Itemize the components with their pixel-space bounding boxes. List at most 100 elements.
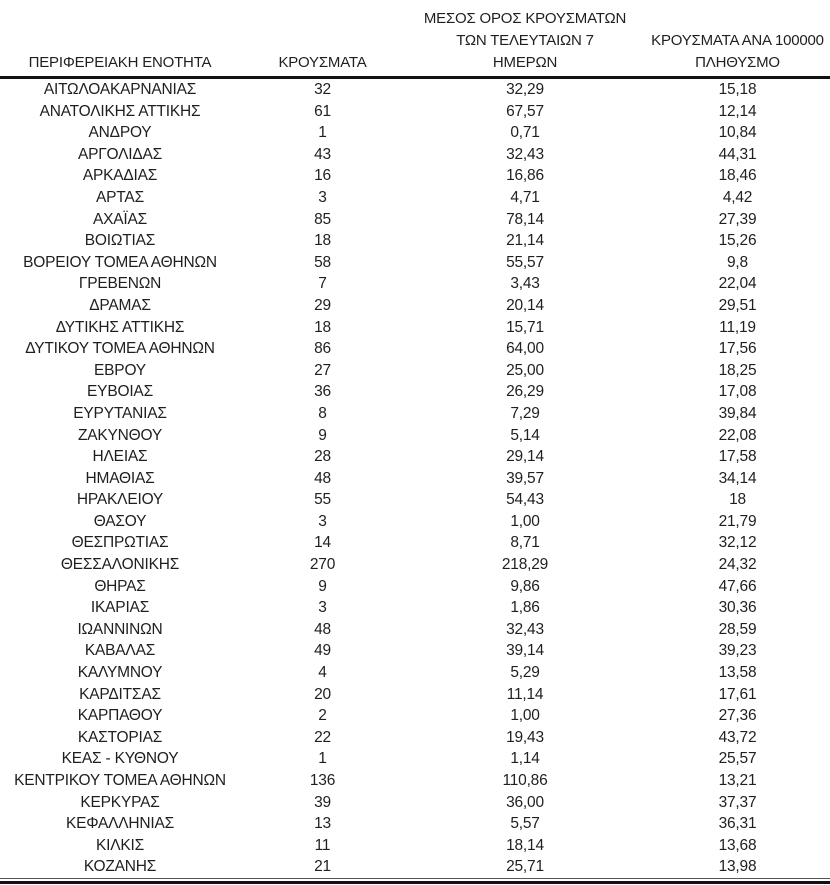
per-100000-cell: 17,08 [718,383,757,401]
per-100000-cell: 22,08 [718,426,757,444]
cases-cell: 9 [318,426,327,444]
region-name-cell: ΕΥΒΟΙΑΣ [87,383,153,401]
avg-7day-cell: 8,71 [510,534,540,552]
region-name-cell: ΚΑΣΤΟΡΙΑΣ [77,728,163,746]
avg-7day-cell: 64,00 [506,340,544,358]
table-row: ΒΟΡΕΙΟΥ ΤΟΜΕΑ ΑΘΗΝΩΝ 58 55,57 9,8 [0,252,830,274]
table-row: ΗΜΑΘΙΑΣ 48 39,57 34,14 [0,468,830,490]
avg-7day-cell: 15,71 [506,318,544,336]
cases-cell: 21 [314,858,331,876]
region-name-cell: ΑΧΑΪΑΣ [92,210,148,228]
table-bottom-rule [0,877,830,884]
region-name-cell: ΗΛΕΙΑΣ [92,448,148,466]
per-100000-cell: 39,23 [718,642,757,660]
per-100000-cell: 22,04 [718,275,757,293]
cases-cell: 18 [314,318,331,336]
cases-cell: 8 [318,404,327,422]
header-row: ΠΕΡΙΦΕΡΕΙΑΚΗ ΕΝΟΤΗΤΑ ΚΡΟΥΣΜΑΤΑ ΜΕΣΟΣ ΟΡΟ… [0,0,830,79]
cases-cell: 55 [314,491,331,509]
cases-cell: 136 [309,772,336,789]
table-row: ΚΑΡΠΑΘΟΥ 2 1,00 27,36 [0,705,830,727]
cases-cell: 22 [314,728,331,746]
per-100000-cell: 10,84 [718,124,757,142]
table-row: ΚΟΖΑΝΗΣ 21 25,71 13,98 [0,856,830,878]
table-row: ΚΑΣΤΟΡΙΑΣ 22 19,43 43,72 [0,727,830,749]
avg-7day-cell: 19,43 [506,728,544,746]
table-row: ΑΡΤΑΣ 3 4,71 4,42 [0,187,830,209]
avg-7day-cell: 39,14 [506,642,544,660]
table-row: ΕΥΒΟΙΑΣ 36 26,29 17,08 [0,381,830,403]
per-100000-cell: 18,25 [718,361,757,379]
cases-cell: 39 [314,793,331,811]
avg-7day-cell: 39,57 [506,469,544,487]
cases-cell: 85 [314,210,331,228]
region-name-cell: ΚΑΒΑΛΑΣ [84,642,156,660]
cases-cell: 16 [314,167,331,185]
table-row: ΚΑΡΔΙΤΣΑΣ 20 11,14 17,61 [0,684,830,706]
avg-7day-cell: 1,14 [510,750,540,768]
column-header-cases: ΚΡΟΥΣΜΑΤΑ [240,0,405,79]
avg-7day-cell: 26,29 [506,383,544,401]
cases-cell: 4 [318,664,327,682]
cases-cell: 1 [318,750,327,768]
avg-7day-cell: 32,29 [506,81,544,98]
cases-cell: 13 [314,815,331,833]
table-row: ΙΩΑΝΝΙΝΩΝ 48 32,43 28,59 [0,619,830,641]
region-name-cell: ΚΑΡΔΙΤΣΑΣ [79,685,161,703]
avg-7day-cell: 20,14 [506,296,544,314]
per-100000-cell: 13,98 [718,858,757,876]
table-row: ΘΑΣΟΥ 3 1,00 21,79 [0,511,830,533]
per-100000-cell: 27,39 [718,210,757,228]
cases-cell: 49 [314,642,331,660]
region-name-cell: ΚΕΡΚΥΡΑΣ [80,793,160,811]
cases-cell: 7 [318,275,327,293]
avg-7day-cell: 25,71 [506,858,544,876]
avg-7day-cell: 218,29 [501,556,549,574]
region-name-cell: ΘΗΡΑΣ [94,577,146,595]
cases-cell: 48 [314,469,331,487]
table-row: ΘΕΣΣΑΛΟΝΙΚΗΣ 270 218,29 24,32 [0,554,830,576]
per-100000-cell: 9,8 [727,253,748,271]
per-100000-cell: 13,68 [718,836,757,854]
region-name-cell: ΚΙΛΚΙΣ [95,836,145,854]
avg-7day-cell: 7,29 [510,404,540,422]
cases-cell: 2 [318,707,327,725]
avg-7day-cell: 1,86 [510,599,540,617]
cases-cell: 32 [314,81,331,98]
region-name-cell: ΑΡΚΑΔΙΑΣ [82,167,158,185]
column-header-region: ΠΕΡΙΦΕΡΕΙΑΚΗ ΕΝΟΤΗΤΑ [0,0,240,79]
per-100000-cell: 28,59 [718,620,757,638]
table-row: ΘΗΡΑΣ 9 9,86 47,66 [0,576,830,598]
table-row: ΓΡΕΒΕΝΩΝ 7 3,43 22,04 [0,273,830,295]
region-name-cell: ΚΕΝΤΡΙΚΟΥ ΤΟΜΕΑ ΑΘΗΝΩΝ [14,772,226,789]
table-row: ΔΥΤΙΚΟΥ ΤΟΜΕΑ ΑΘΗΝΩΝ 86 64,00 17,56 [0,338,830,360]
avg-7day-cell: 0,71 [510,124,540,142]
per-100000-cell: 18 [729,491,746,509]
table-row: ΔΥΤΙΚΗΣ ΑΤΤΙΚΗΣ 18 15,71 11,19 [0,317,830,339]
cases-cell: 86 [314,340,331,358]
region-name-cell: ΙΚΑΡΙΑΣ [90,599,150,617]
avg-7day-cell: 16,86 [506,167,544,185]
table-row: ΕΒΡΟΥ 27 25,00 18,25 [0,360,830,382]
region-name-cell: ΒΟΡΕΙΟΥ ΤΟΜΕΑ ΑΘΗΝΩΝ [23,253,217,271]
region-name-cell: ΑΙΤΩΛΟΑΚΑΡΝΑΝΙΑΣ [43,81,197,98]
per-100000-cell: 13,21 [718,772,757,789]
region-name-cell: ΗΡΑΚΛΕΙΟΥ [76,491,164,509]
per-100000-cell: 13,58 [718,664,757,682]
per-100000-cell: 21,79 [718,512,757,530]
per-100000-cell: 12,14 [718,102,757,120]
per-100000-cell: 17,61 [718,685,757,703]
avg-7day-cell: 4,71 [510,188,540,206]
column-header-cases-per-100000: ΚΡΟΥΣΜΑΤΑ ΑΝΑ 100000 ΠΛΗΘΥΣΜΟ [645,0,830,79]
region-name-cell: ΑΝΑΤΟΛΙΚΗΣ ΑΤΤΙΚΗΣ [39,102,201,120]
per-100000-cell: 15,26 [718,232,757,250]
cases-cell: 3 [318,188,327,206]
table-row: ΗΡΑΚΛΕΙΟΥ 55 54,43 18 [0,489,830,511]
table-row: ΙΚΑΡΙΑΣ 3 1,86 30,36 [0,597,830,619]
cases-cell: 3 [318,599,327,617]
per-100000-cell: 44,31 [718,145,757,163]
table-row: ΚΑΒΑΛΑΣ 49 39,14 39,23 [0,640,830,662]
avg-7day-cell: 54,43 [506,491,544,509]
